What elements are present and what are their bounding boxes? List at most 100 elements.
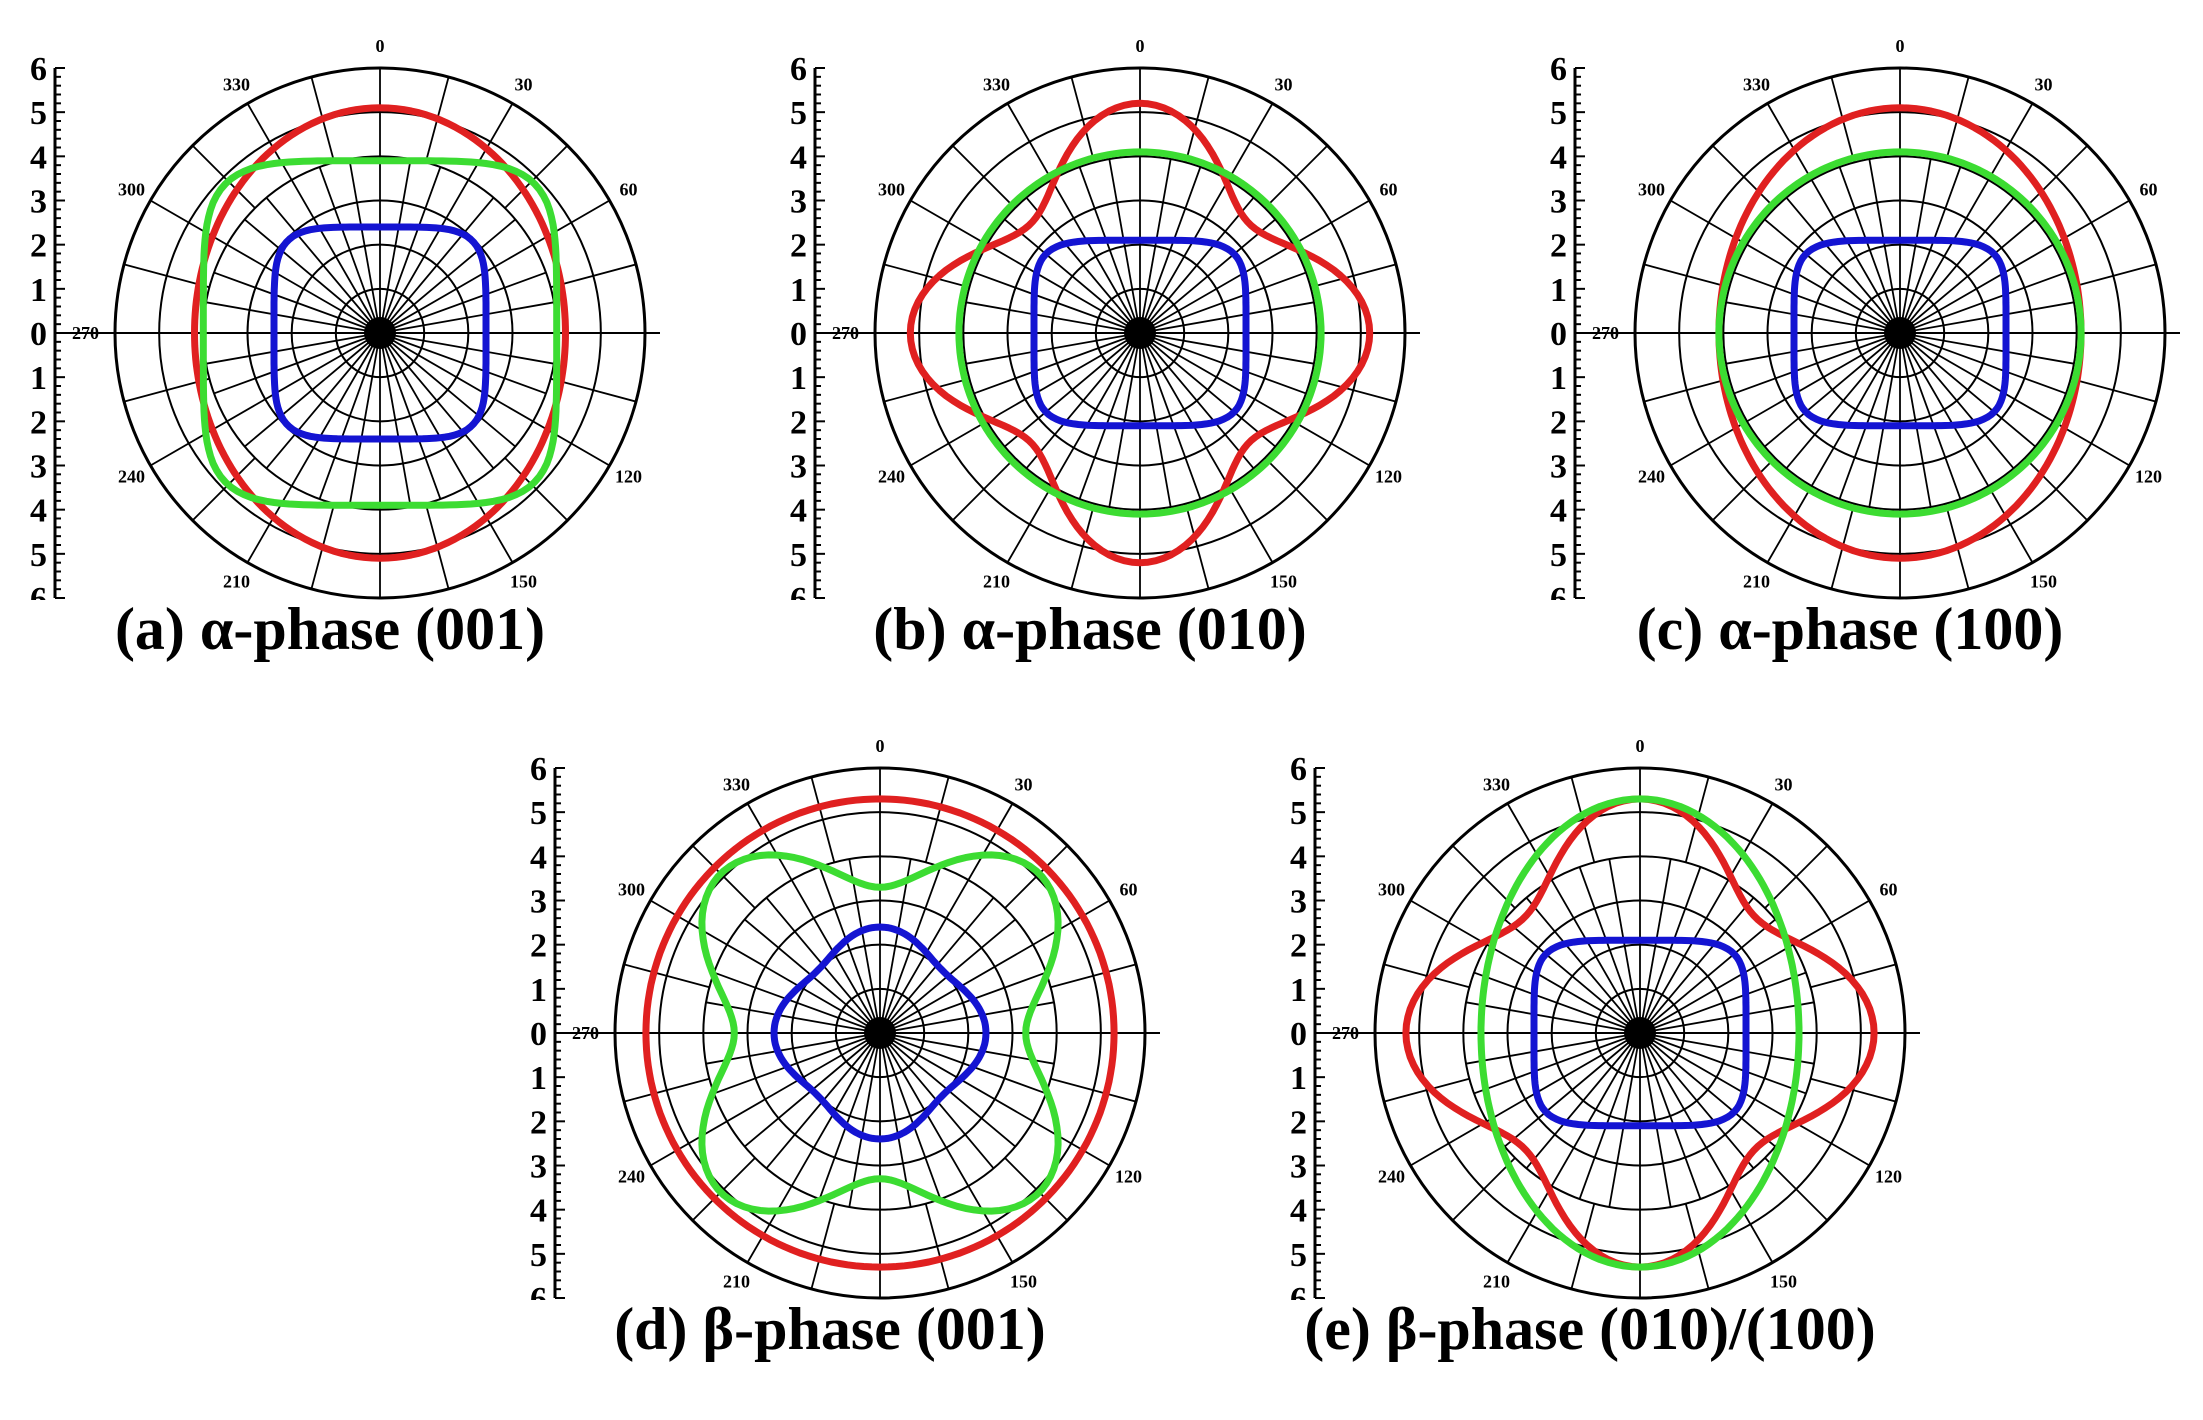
grid-spoke (379, 332, 547, 395)
caption-d: (d) β-phase (001) (614, 1296, 1046, 1362)
angle-tick-label: 60 (2140, 180, 2158, 200)
grid-spoke (1899, 301, 2075, 334)
angle-tick-label: 330 (983, 74, 1010, 94)
radial-tick-label: 2 (790, 228, 807, 265)
grid-spoke (973, 332, 1141, 395)
radial-tick-label: 6 (30, 51, 47, 88)
angle-tick-label: 300 (118, 180, 145, 200)
angle-tick-label: 120 (1375, 467, 1402, 487)
angle-tick-label: 60 (1380, 180, 1398, 200)
angle-tick-label: 300 (1638, 180, 1665, 200)
radial-tick-label: 1 (530, 972, 547, 1009)
radial-tick-label: 2 (530, 928, 547, 965)
center-hub (1884, 317, 1916, 349)
grid-spoke (879, 1001, 1055, 1034)
angle-tick-label: 120 (1115, 1167, 1142, 1187)
radial-tick-label: 6 (790, 581, 807, 600)
grid-spoke (879, 1032, 1014, 1263)
grid-spoke (1264, 457, 1329, 522)
grid-spoke (879, 803, 1014, 1034)
grid-spoke (848, 858, 881, 1034)
radial-tick-label: 5 (530, 795, 547, 832)
angle-tick-label: 210 (1483, 1272, 1510, 1292)
grid-spoke (1006, 332, 1141, 563)
grid-spoke (1725, 332, 1901, 365)
angle-tick-label: 0 (876, 736, 885, 756)
grid-spoke (1684, 776, 1710, 863)
series-blue-curve (270, 223, 490, 443)
grid-spoke (691, 844, 756, 909)
angle-tick-label: 240 (1378, 1167, 1405, 1187)
angle-tick-label: 120 (2135, 467, 2162, 487)
grid-spoke (1868, 158, 1901, 334)
grid-spoke (1899, 271, 2067, 334)
radial-tick-label: 4 (530, 1193, 547, 1230)
grid-spoke (213, 271, 381, 334)
angle-tick-label: 0 (1636, 736, 1645, 756)
radial-tick-label: 5 (30, 537, 47, 574)
grid-spoke (1899, 199, 2130, 334)
grid-spoke (1899, 103, 2034, 334)
grid-spoke (1139, 332, 1255, 469)
radial-tick-label: 5 (1550, 95, 1567, 132)
grid-spoke (1899, 166, 1962, 334)
grid-spoke (1184, 76, 1210, 163)
grid-spoke (379, 332, 442, 500)
grid-spoke (879, 899, 1110, 1034)
grid-spoke (348, 158, 381, 334)
grid-spoke (2070, 263, 2157, 289)
radial-scale-axis: 6 5 4 3 2 1 0 1 2 3 4 5 6 (1550, 51, 1585, 600)
caption-a: (a) α-phase (001) (114, 596, 546, 662)
radial-tick-label: 5 (1290, 795, 1307, 832)
angle-tick-label: 330 (223, 74, 250, 94)
grid-spoke (318, 166, 381, 334)
center-hub (364, 317, 396, 349)
grid-spoke (1184, 503, 1210, 590)
grid-spoke (1006, 103, 1141, 334)
radial-tick-label: 3 (1550, 449, 1567, 486)
radial-tick-label: 0 (30, 316, 47, 353)
grid-spoke (883, 377, 970, 403)
grid-spoke (746, 1032, 881, 1263)
caption-b: (b) α-phase (010) (873, 596, 1307, 662)
grid-spoke (1506, 1032, 1641, 1263)
grid-spoke (1451, 1157, 1516, 1222)
grid-spoke (1643, 377, 1730, 403)
grid-spoke (1711, 144, 1776, 209)
series-green-curve (1715, 148, 2085, 518)
radial-tick-label: 0 (1550, 316, 1567, 353)
grid-spoke (1764, 218, 1901, 334)
center-hub (1624, 1017, 1656, 1049)
grid-spoke (550, 377, 637, 403)
grid-spoke (213, 332, 381, 395)
angle-tick-label: 0 (1136, 36, 1145, 56)
grid-spoke (1139, 199, 1370, 334)
grid-spoke (1139, 332, 1276, 448)
grid-spoke (879, 1032, 1055, 1065)
polar-chart-panel-e: 0306090120150180210240270300330654321012… (1260, 700, 1920, 1400)
angle-tick-label: 150 (1770, 1272, 1797, 1292)
radial-tick-label: 4 (790, 493, 807, 530)
radial-tick-label: 4 (30, 493, 47, 530)
grid-spoke (1004, 844, 1069, 909)
grid-spoke (1899, 332, 2067, 395)
polar-chart-e: 0306090120150180210240270300330654321012… (1290, 736, 1920, 1300)
grid-spoke (1025, 197, 1141, 334)
grid-spoke (1764, 332, 1901, 448)
grid-spoke (1473, 1032, 1641, 1095)
grid-spoke (1639, 1032, 1776, 1148)
grid-spoke (379, 332, 495, 469)
grid-spoke (1451, 844, 1516, 909)
polar-chart-b: 0306090120150180210240270300330654321012… (790, 36, 1420, 600)
radial-tick-label: 3 (1290, 1149, 1307, 1186)
grid-spoke (1570, 1203, 1596, 1290)
angle-tick-label: 330 (1483, 774, 1510, 794)
radial-tick-label: 3 (30, 449, 47, 486)
grid-spoke (1525, 897, 1641, 1034)
radial-tick-label: 5 (790, 95, 807, 132)
grid-spoke (1025, 332, 1141, 469)
grid-spoke (1639, 858, 1672, 1034)
grid-spoke (1899, 332, 2036, 448)
grid-spoke (879, 1032, 942, 1200)
